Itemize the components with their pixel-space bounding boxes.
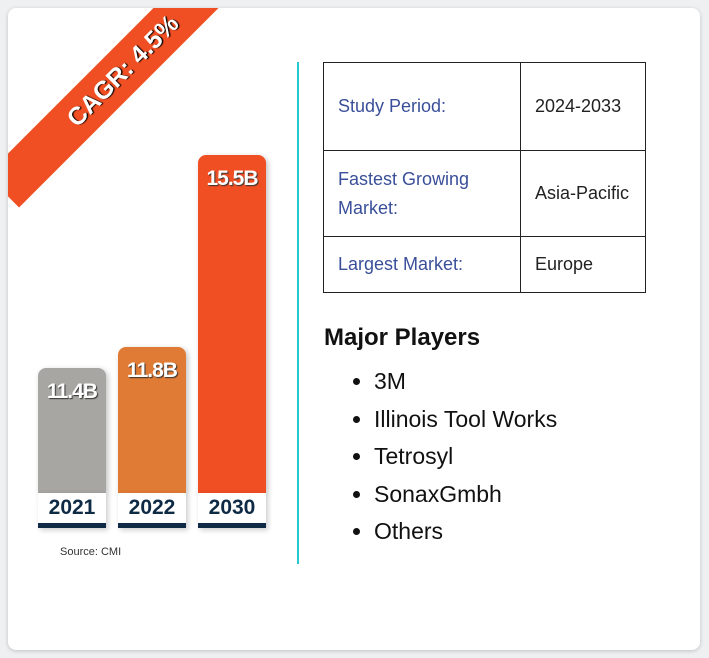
bar-2022: 11.8B [118, 347, 186, 493]
list-item: 3M [374, 366, 557, 404]
table-key: Largest Market: [323, 236, 521, 293]
market-card: CAGR: 4.5% 11.4B 2021 11.8B 2022 15.5B 2030 S… [8, 8, 700, 650]
year-label: 2021 [38, 493, 106, 528]
table-row: Largest Market: Europe [323, 236, 646, 293]
list-item: SonaxGmbh [374, 479, 557, 517]
year-label: 2030 [198, 493, 266, 528]
major-players-heading: Major Players [324, 324, 481, 351]
bar-2030: 15.5B [198, 155, 266, 493]
divider [297, 62, 299, 564]
table-key: Study Period: [323, 62, 521, 151]
table-row: Study Period: 2024-2033 [323, 62, 646, 151]
bar-2021: 11.4B [38, 368, 106, 493]
chart-source: Source: CMI [60, 546, 122, 558]
players-list: 3M Illinois Tool Works Tetrosyl SonaxGmb… [348, 366, 557, 554]
list-item: Illinois Tool Works [374, 404, 557, 442]
bar-value-label: 15.5B [206, 167, 258, 190]
table-key: Fastest Growing Market: [323, 150, 521, 237]
market-info-table: Study Period: 2024-2033 Fastest Growing M… [323, 62, 646, 293]
bar-value-label: 11.8B [127, 359, 178, 383]
table-value: Europe [520, 236, 646, 293]
year-label: 2022 [118, 493, 186, 528]
table-row: Fastest Growing Market: Asia-Pacific [323, 150, 646, 237]
table-value: Asia-Pacific [520, 150, 646, 237]
table-value: 2024-2033 [520, 62, 646, 151]
bar-value-label: 11.4B [47, 380, 98, 404]
list-item: Tetrosyl [374, 441, 557, 479]
list-item: Others [374, 516, 557, 554]
